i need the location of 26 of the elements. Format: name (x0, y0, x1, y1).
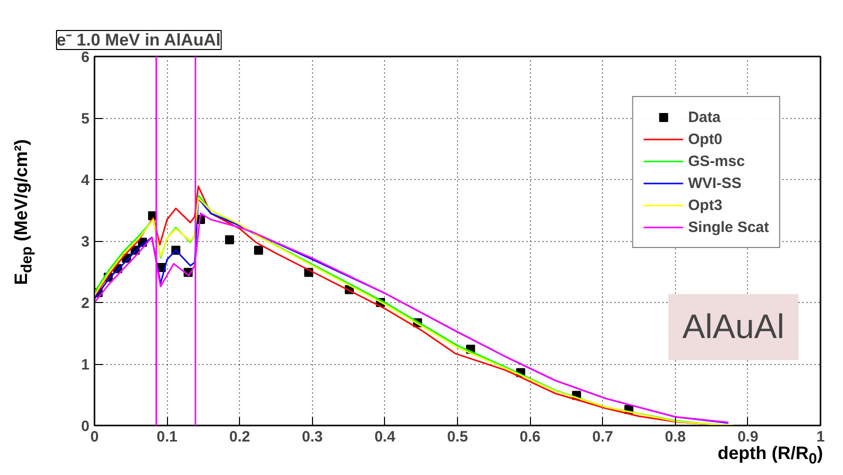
legend-label: WVI-SS (688, 174, 742, 192)
x-tick-label: 0.9 (737, 428, 758, 446)
legend-label: Opt3 (688, 196, 722, 214)
annotation: AlAuAl (682, 308, 784, 346)
x-tick-label: 0.5 (447, 428, 468, 446)
x-tick-label: 0.1 (156, 428, 178, 446)
y-tick-label: 2 (81, 295, 90, 312)
y-tick-label: 4 (81, 172, 90, 189)
y-tick-label: 5 (81, 110, 90, 128)
legend-label: GS-msc (688, 152, 745, 170)
x-tick-label: 0.7 (592, 428, 614, 446)
legend-label: Single Scat (688, 218, 769, 236)
legend-label: Opt0 (688, 130, 722, 148)
legend-label: Data (688, 108, 721, 126)
y-tick-label: 0 (81, 418, 90, 435)
x-axis-title: depth (R/R$_{0}$) (718, 443, 823, 468)
y-tick-label: 3 (81, 234, 90, 250)
x-tick-label: 0.8 (664, 428, 686, 446)
x-tick-label: 0.4 (374, 428, 396, 446)
chart-title: e⁻ 1.0 MeV in AlAuAl (56, 30, 221, 50)
y-tick-label: 1 (81, 356, 90, 374)
x-tick-label: 0.3 (302, 428, 323, 446)
x-tick-label: 0.6 (520, 428, 541, 446)
x-tick-label: 1 (816, 428, 825, 446)
y-tick-label: 6 (81, 49, 90, 66)
x-tick-label: 0.2 (229, 428, 250, 446)
